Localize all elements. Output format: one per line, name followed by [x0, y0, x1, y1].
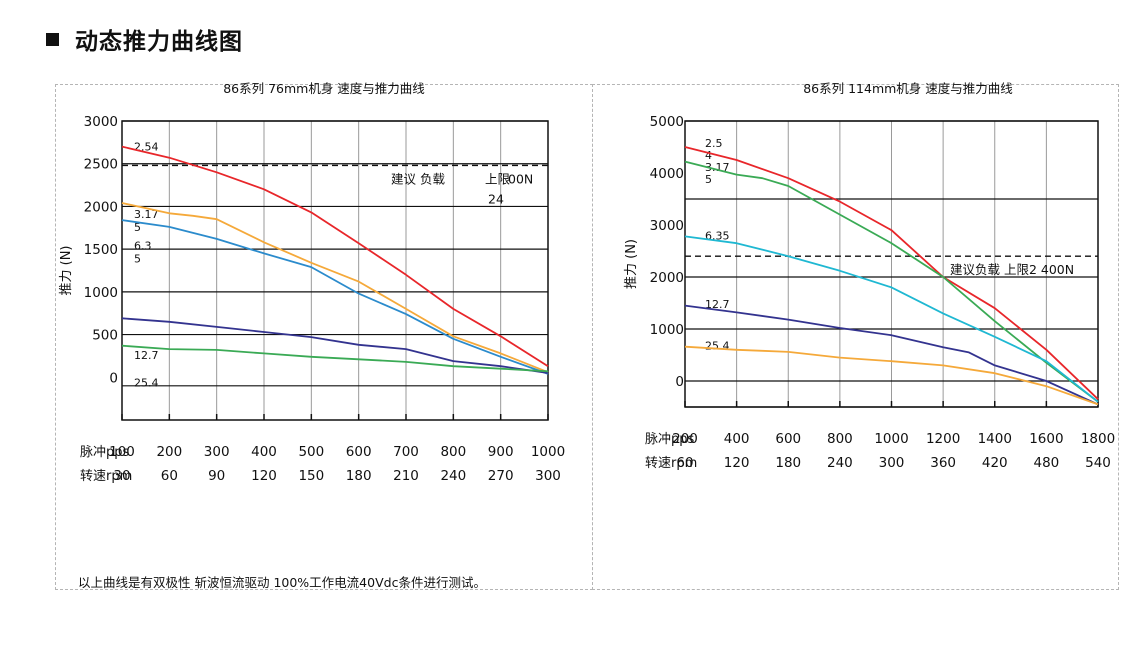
chart-title: 86系列 114mm机身 速度与推力曲线: [803, 81, 1013, 96]
x-tick-label-rpm: 300: [879, 455, 905, 471]
x-tick-label-pps: 400: [724, 431, 750, 447]
x-tick-label-pps: 600: [346, 444, 372, 460]
x-tick-label-pps: 900: [488, 444, 514, 460]
x-tick-label-pps: 700: [393, 444, 419, 460]
x-axis-row-label-pps: 脉冲pps: [645, 432, 695, 447]
limit-line-label: 建议负载 上限2 400N: [950, 262, 1074, 277]
series-line-3: [684, 304, 1099, 406]
x-tick-label-rpm: 240: [827, 455, 853, 471]
y-tick-label: 5000: [650, 114, 684, 130]
y-tick-label: 3000: [650, 218, 684, 234]
curve-lead-label: 25.4: [705, 340, 730, 353]
y-tick-label: 2500: [84, 157, 118, 173]
series-line-2: [121, 219, 549, 375]
x-tick-label-pps: 800: [440, 444, 466, 460]
x-tick-label-rpm: 120: [724, 455, 750, 471]
plot-frame: [121, 120, 549, 421]
x-tick-label-rpm: 360: [930, 455, 956, 471]
x-tick-label-rpm: 420: [982, 455, 1008, 471]
curve-lead-label: 4: [705, 149, 712, 162]
series-line-3: [121, 317, 549, 374]
x-axis-row-label-rpm: 转速rpm: [645, 456, 697, 471]
y-tick-label: 0: [675, 374, 684, 390]
y-axis-label: 推力 (N): [59, 245, 74, 295]
y-tick-label: 500: [92, 328, 118, 344]
y-tick-label: 2000: [650, 270, 684, 286]
limit-line-label: 24: [488, 191, 504, 206]
x-tick-label-pps: 200: [156, 444, 182, 460]
y-tick-label: 1000: [84, 285, 118, 301]
curve-lead-label: 5: [134, 221, 141, 234]
x-tick-label-rpm: 60: [676, 455, 693, 471]
x-tick-label-pps: 1800: [1081, 431, 1115, 447]
x-tick-label-rpm: 180: [775, 455, 801, 471]
x-tick-label-rpm: 30: [113, 468, 130, 484]
chart-title: 86系列 76mm机身 速度与推力曲线: [223, 81, 425, 96]
x-tick-label-pps: 500: [298, 444, 324, 460]
x-tick-label-pps: 800: [827, 431, 853, 447]
x-tick-label-pps: 300: [204, 444, 230, 460]
limit-line-label: 上限: [485, 171, 511, 186]
x-tick-label-pps: 1000: [874, 431, 908, 447]
series-line-1: [121, 202, 549, 374]
x-tick-label-rpm: 150: [298, 468, 324, 484]
x-tick-label-pps: 1400: [978, 431, 1012, 447]
x-tick-label-rpm: 60: [161, 468, 178, 484]
curve-lead-label: 3.17: [134, 208, 159, 221]
section-title-text: 动态推力曲线图: [75, 29, 243, 55]
x-tick-label-pps: 1600: [1029, 431, 1063, 447]
x-axis-row-label-rpm: 转速rpm: [80, 469, 132, 484]
limit-line-label: 建议 负载: [391, 171, 445, 186]
test-conditions-footnote: 以上曲线是有双极性 斩波恒流驱动 100%工作电流40Vdc条件进行测试。: [78, 575, 486, 590]
x-tick-label-rpm: 540: [1085, 455, 1111, 471]
limit-line-label: 00N: [508, 171, 533, 186]
series-line-0: [684, 146, 1099, 400]
curve-lead-label: 2.5: [705, 137, 723, 150]
series-line-0: [121, 145, 549, 367]
y-tick-label: 2000: [84, 199, 118, 215]
curve-lead-label: 5: [134, 253, 141, 266]
chart-panel-76mm: 86系列 76mm机身 速度与推力曲线 推力 (N) 3000 2500 2000 150…: [55, 81, 593, 590]
series-line-4: [684, 345, 1099, 406]
curve-lead-label: 12.7: [705, 298, 730, 311]
curve-lead-label: 5: [705, 173, 712, 186]
x-tick-label-pps: 100: [109, 444, 135, 460]
curve-lead-label: 12.7: [134, 349, 159, 362]
y-tick-label: 1000: [650, 322, 684, 338]
x-tick-label-rpm: 480: [1033, 455, 1059, 471]
curve-lead-label: 25.4: [134, 376, 159, 389]
series-line-2: [684, 235, 1099, 403]
curve-lead-label: 6.3: [134, 240, 152, 253]
series-line-4: [121, 344, 549, 373]
series-line-1: [684, 160, 1099, 403]
y-tick-label: 1500: [84, 242, 118, 258]
x-tick-label-rpm: 90: [208, 468, 225, 484]
y-tick-label: 4000: [650, 166, 684, 182]
x-tick-label-rpm: 270: [488, 468, 514, 484]
x-tick-label-rpm: 120: [251, 468, 277, 484]
y-tick-label: 0: [109, 370, 118, 386]
plot-frame: [684, 120, 1099, 408]
x-axis-row-label-pps: 脉冲pps: [80, 445, 130, 460]
y-tick-label: 3000: [84, 114, 118, 130]
chart-panel-114mm: 86系列 114mm机身 速度与推力曲线 推力 (N) 5000 4000 3000 20…: [592, 81, 1119, 590]
x-tick-label-pps: 1200: [926, 431, 960, 447]
x-tick-label-pps: 200: [672, 431, 698, 447]
y-axis-label: 推力 (N): [624, 239, 639, 289]
x-tick-label-pps: 400: [251, 444, 277, 460]
square-bullet-icon: [46, 32, 59, 46]
x-tick-label-pps: 600: [775, 431, 801, 447]
x-tick-label-rpm: 210: [393, 468, 419, 484]
x-tick-label-rpm: 180: [346, 468, 372, 484]
x-tick-label-rpm: 300: [535, 468, 561, 484]
x-tick-label-rpm: 240: [440, 468, 466, 484]
x-tick-label-pps: 1000: [531, 444, 565, 460]
section-title: 动态推力曲线图: [46, 22, 243, 56]
